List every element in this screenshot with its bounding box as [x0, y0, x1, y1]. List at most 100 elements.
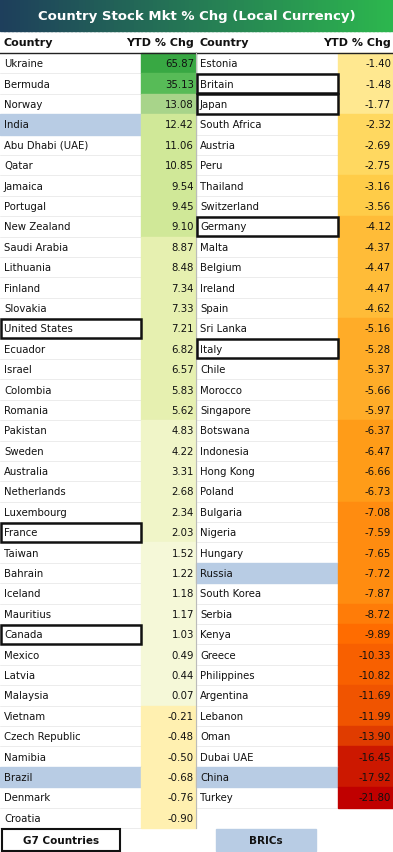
- Bar: [2, 829, 120, 851]
- Text: Italy: Italy: [200, 344, 222, 354]
- Bar: [338, 543, 393, 563]
- Bar: [141, 380, 196, 400]
- Bar: [338, 625, 393, 645]
- Text: 9.45: 9.45: [171, 202, 194, 211]
- Text: Romania: Romania: [4, 406, 48, 416]
- Bar: [141, 705, 196, 726]
- Bar: [338, 746, 393, 767]
- Text: 6.82: 6.82: [171, 344, 194, 354]
- Bar: [295, 0, 300, 32]
- Bar: [216, 829, 316, 851]
- Text: Portugal: Portugal: [4, 202, 46, 211]
- Text: Britain: Britain: [200, 79, 233, 89]
- Text: -0.68: -0.68: [168, 772, 194, 782]
- Bar: [141, 604, 196, 625]
- Bar: [310, 0, 316, 32]
- Text: Denmark: Denmark: [4, 792, 50, 803]
- Bar: [141, 685, 196, 705]
- Text: Luxembourg: Luxembourg: [4, 507, 67, 517]
- Bar: [338, 645, 393, 665]
- Bar: [338, 665, 393, 685]
- Bar: [240, 0, 245, 32]
- Bar: [362, 0, 367, 32]
- Text: 4.22: 4.22: [172, 446, 194, 456]
- Bar: [252, 0, 257, 32]
- Bar: [338, 339, 393, 360]
- Bar: [118, 0, 123, 32]
- Bar: [145, 0, 151, 32]
- Bar: [122, 0, 127, 32]
- Bar: [141, 278, 196, 298]
- Text: 1.17: 1.17: [171, 609, 194, 619]
- Bar: [43, 0, 48, 32]
- Text: India: India: [4, 120, 29, 130]
- Bar: [212, 0, 217, 32]
- Text: Mauritius: Mauritius: [4, 609, 51, 619]
- Bar: [31, 0, 37, 32]
- Bar: [338, 217, 393, 237]
- Text: Hungary: Hungary: [200, 548, 243, 558]
- Text: -7.08: -7.08: [365, 507, 391, 517]
- Text: 1.18: 1.18: [172, 589, 194, 599]
- Bar: [338, 360, 393, 380]
- Text: Turkey: Turkey: [200, 792, 233, 803]
- Text: 9.54: 9.54: [171, 181, 194, 192]
- Text: Ukraine: Ukraine: [4, 59, 43, 69]
- Bar: [130, 0, 135, 32]
- Text: France: France: [4, 527, 37, 538]
- Text: Taiwan: Taiwan: [4, 548, 39, 558]
- Bar: [369, 0, 375, 32]
- Bar: [338, 380, 393, 400]
- Bar: [338, 441, 393, 461]
- Text: Chile: Chile: [200, 365, 225, 375]
- Text: Malta: Malta: [200, 243, 228, 252]
- Bar: [365, 0, 371, 32]
- Text: -7.65: -7.65: [365, 548, 391, 558]
- Bar: [8, 0, 13, 32]
- Text: -4.62: -4.62: [365, 303, 391, 314]
- Text: Ireland: Ireland: [200, 283, 235, 293]
- Bar: [51, 0, 56, 32]
- Bar: [338, 95, 393, 115]
- Text: -2.69: -2.69: [365, 141, 391, 151]
- Text: -11.69: -11.69: [358, 691, 391, 700]
- Bar: [134, 0, 139, 32]
- Text: -1.40: -1.40: [365, 59, 391, 69]
- Bar: [208, 0, 213, 32]
- Bar: [63, 0, 68, 32]
- Text: BRICs: BRICs: [249, 835, 283, 845]
- Bar: [338, 481, 393, 502]
- Text: -8.72: -8.72: [365, 609, 391, 619]
- Bar: [204, 0, 209, 32]
- Bar: [149, 0, 154, 32]
- Text: Greece: Greece: [200, 650, 236, 659]
- Text: -16.45: -16.45: [358, 751, 391, 762]
- Text: YTD % Chg: YTD % Chg: [323, 38, 391, 48]
- Text: -5.28: -5.28: [365, 344, 391, 354]
- Bar: [114, 0, 119, 32]
- Text: 13.08: 13.08: [165, 100, 194, 110]
- Text: -4.37: -4.37: [365, 243, 391, 252]
- Bar: [90, 0, 95, 32]
- Bar: [102, 0, 107, 32]
- Bar: [106, 0, 111, 32]
- Bar: [55, 0, 60, 32]
- Bar: [255, 0, 261, 32]
- Bar: [338, 319, 393, 339]
- Bar: [24, 0, 29, 32]
- Text: Namibia: Namibia: [4, 751, 46, 762]
- Bar: [200, 0, 206, 32]
- Bar: [338, 400, 393, 421]
- Text: 0.07: 0.07: [171, 691, 194, 700]
- Text: 9.10: 9.10: [171, 222, 194, 232]
- Text: Singapore: Singapore: [200, 406, 251, 416]
- Bar: [346, 0, 351, 32]
- Text: Oman: Oman: [200, 731, 230, 741]
- Bar: [141, 237, 196, 257]
- Bar: [381, 0, 386, 32]
- Text: -4.47: -4.47: [365, 262, 391, 273]
- Text: Austria: Austria: [200, 141, 236, 151]
- Text: -3.56: -3.56: [365, 202, 391, 211]
- Text: Sweden: Sweden: [4, 446, 44, 456]
- Bar: [35, 0, 40, 32]
